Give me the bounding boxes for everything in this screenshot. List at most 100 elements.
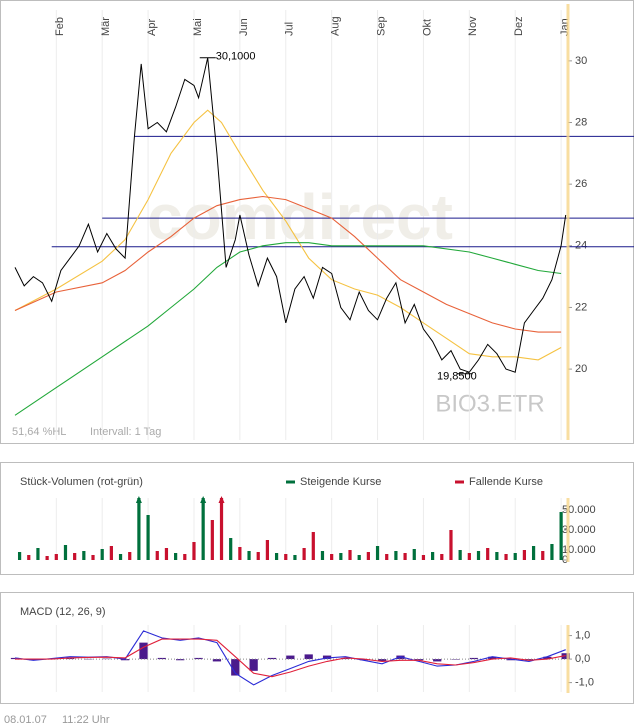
histogram-bar: [249, 659, 258, 671]
volume-bar: [17, 552, 22, 560]
volume-bar: [192, 542, 196, 560]
histogram-bar: [231, 659, 240, 676]
histogram-bar: [359, 659, 368, 661]
legend-label: Fallende Kurse: [469, 476, 543, 488]
volume-bar: [164, 548, 169, 560]
volume-bar: [467, 553, 471, 560]
volume-bar: [320, 551, 325, 560]
volume-bar: [504, 554, 508, 560]
histogram-bar: [414, 659, 423, 661]
note: 51,64 %HL: [12, 426, 66, 438]
overflow-arrow: [135, 496, 142, 503]
histogram-bar: [65, 657, 75, 660]
volume-bar: [45, 556, 49, 560]
volume-bar: [348, 550, 352, 560]
y-tick-label: 0,0: [575, 653, 590, 665]
y-tick-label: 26: [575, 178, 587, 190]
volume-bar: [403, 553, 407, 560]
y-tick-label: 20: [575, 363, 587, 375]
y-tick-label: 28: [575, 116, 587, 128]
volume-bar: [229, 538, 233, 560]
volume-bar: [513, 553, 517, 560]
volume-panel: [0, 462, 634, 575]
volume-bar: [91, 555, 95, 560]
volume-bar: [118, 554, 123, 560]
volume-bar: [330, 554, 334, 560]
x-tick-label: Okt: [421, 19, 433, 36]
histogram-bar: [102, 658, 111, 660]
volume-bar: [210, 520, 214, 560]
y-tick-label: 10.000: [562, 544, 596, 556]
volume-bar: [449, 530, 453, 560]
x-tick-label: Dez: [513, 16, 525, 36]
x-tick-label: Apr: [146, 19, 158, 36]
legend-label: Steigende Kurse: [300, 476, 381, 488]
volume-bar: [100, 549, 104, 560]
volume-bar: [73, 553, 77, 560]
volume-bar: [412, 549, 416, 560]
volume-bar: [82, 551, 86, 560]
symbol: BIO3.ETR: [435, 390, 544, 417]
volume-bar: [531, 546, 536, 560]
histogram-bar: [286, 655, 295, 660]
y-tick-label: 22: [575, 301, 587, 313]
volume-bar: [440, 554, 444, 560]
x-tick-label: Nov: [467, 16, 479, 36]
y-tick-label: 1,0: [575, 629, 590, 641]
histogram-bar: [396, 655, 405, 660]
histogram-bar: [433, 659, 442, 662]
volume-bar: [385, 554, 389, 560]
histogram-bar: [543, 656, 552, 660]
volume-bar: [394, 551, 398, 560]
volume-bar: [375, 546, 380, 560]
histogram-bar: [267, 657, 277, 660]
volume-bar: [109, 546, 113, 560]
volume-bar: [458, 550, 462, 560]
x-tick-label: Aug: [330, 16, 342, 36]
volume-bar: [311, 532, 315, 560]
overflow-arrow: [200, 496, 207, 503]
footer-time: 11:22 Uhr: [62, 714, 110, 726]
histogram-bar: [194, 657, 203, 660]
volume-bar: [174, 553, 178, 560]
histogram-bar: [322, 655, 332, 660]
histogram-bar: [469, 657, 479, 660]
overflow-arrow: [218, 496, 225, 503]
y-tick-label: 30: [575, 55, 587, 67]
volume-bar: [541, 551, 545, 560]
volume-bar: [357, 555, 361, 560]
volume-bar: [247, 551, 251, 560]
volume-bar: [284, 554, 288, 560]
histogram-bar: [29, 659, 38, 661]
volume-bar: [155, 551, 159, 560]
volume-bar: [495, 552, 499, 560]
volume-title: Stück-Volumen (rot-grün): [20, 476, 143, 488]
histogram-bar: [488, 656, 497, 660]
series-line: [14, 195, 562, 333]
volume-bar: [339, 553, 343, 560]
volume-bar: [36, 548, 40, 560]
y-tick-label: 24: [575, 240, 587, 252]
volume-bar: [219, 498, 224, 560]
histogram-bar: [341, 657, 350, 660]
volume-bar: [522, 550, 527, 560]
histogram-bar: [212, 659, 222, 662]
x-tick-label: Mär: [100, 17, 112, 36]
footer-date: 08.01.07: [4, 714, 47, 726]
annotation: 19,8500: [437, 371, 477, 383]
volume-bar: [183, 554, 187, 560]
series-line: [14, 57, 567, 373]
histogram-bar: [506, 659, 515, 661]
x-tick-label: Sep: [375, 16, 387, 36]
y-tick-label: 30.000: [562, 524, 596, 536]
volume-bar: [63, 545, 68, 560]
volume-bar: [559, 512, 563, 560]
note: Intervall: 1 Tag: [90, 426, 161, 438]
histogram-bar: [139, 642, 148, 660]
histogram-bar: [10, 657, 20, 660]
volume-bar: [265, 540, 270, 560]
x-tick-label: Mai: [192, 18, 204, 36]
volume-bar: [201, 498, 205, 560]
x-tick-label: Feb: [54, 17, 66, 36]
